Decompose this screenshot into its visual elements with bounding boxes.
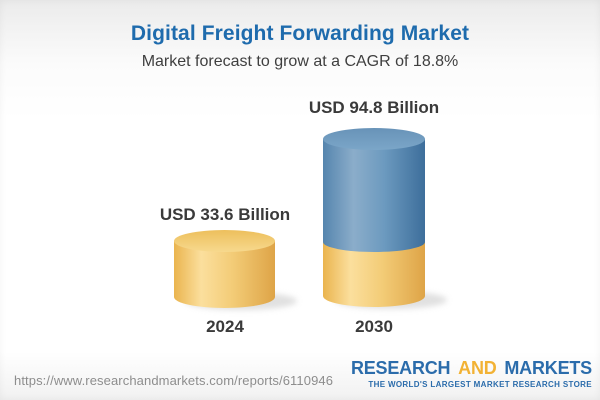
research-and-markets-logo: RESEARCH AND MARKETS THE WORLD'S LARGEST… [351, 359, 592, 389]
logo-tagline: THE WORLD'S LARGEST MARKET RESEARCH STOR… [368, 380, 592, 389]
value-label-2030: USD 94.8 Billion [308, 98, 440, 117]
year-label-2030: 2030 [355, 317, 393, 336]
bar-2024-cylinder [174, 230, 297, 310]
logo-word-research: RESEARCH [350, 358, 451, 378]
chart-subtitle: Market forecast to grow at a CAGR of 18.… [141, 53, 459, 70]
bar-2030-top [323, 128, 425, 150]
bar-2024-body [174, 241, 275, 308]
logo-wordmark: RESEARCH AND MARKETS [351, 359, 592, 377]
bar-2030-cylinder [323, 128, 447, 309]
value-label-2024: USD 33.6 Billion [159, 205, 291, 224]
chart-title: Digital Freight Forwarding Market [130, 22, 470, 45]
report-url: https://www.researchandmarkets.com/repor… [14, 373, 334, 388]
logo-word-markets: MARKETS [504, 358, 592, 378]
bar-2024-top [174, 230, 275, 252]
bar-2030-growth-segment [323, 139, 425, 252]
logo-word-and: AND [458, 358, 497, 378]
bar-2030-base-segment [323, 242, 425, 307]
year-label-2024: 2024 [206, 317, 244, 336]
